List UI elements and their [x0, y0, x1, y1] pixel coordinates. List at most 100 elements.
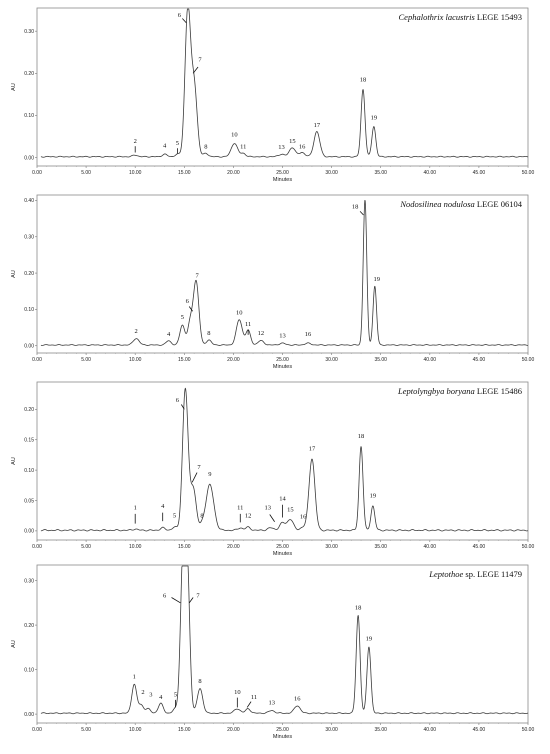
- x-tick-label: 5.00: [81, 727, 91, 733]
- chromatogram-trace: [40, 565, 529, 715]
- x-tick-label: 20.00: [227, 357, 240, 363]
- peak-label: 11: [245, 321, 251, 328]
- peak-label: 1: [134, 505, 137, 512]
- peak-label: 19: [366, 636, 373, 643]
- x-axis-title: Minutes: [273, 177, 293, 183]
- y-axis-title: AU: [11, 640, 17, 648]
- peak-label: 13: [278, 144, 285, 151]
- peak-label: 8: [200, 513, 203, 520]
- x-tick-label: 35.00: [374, 544, 387, 550]
- peak-marker: [192, 66, 199, 74]
- x-tick-label: 30.00: [325, 544, 338, 550]
- chromatogram-trace: [40, 387, 529, 532]
- x-tick-label: 25.00: [276, 170, 289, 176]
- x-tick-label: 45.00: [473, 544, 486, 550]
- x-tick-label: 10.00: [129, 544, 142, 550]
- x-axis-title: Minutes: [273, 551, 293, 557]
- peak-label: 1: [133, 673, 136, 680]
- panel-title-strain: LEGE 15493: [477, 12, 522, 22]
- panel-title-species: Cephalothrix lacustris: [399, 12, 477, 22]
- y-tick-label: 0.00: [24, 529, 34, 535]
- peak-marker: [191, 472, 198, 483]
- x-tick-label: 40.00: [424, 727, 437, 733]
- chromatogram-trace: [40, 8, 529, 158]
- x-tick-label: 45.00: [473, 357, 486, 363]
- plot-frame: [36, 194, 529, 354]
- x-tick-label: 15.00: [178, 357, 191, 363]
- x-tick-label: 10.00: [129, 170, 142, 176]
- x-tick-label: 50.00: [522, 727, 535, 733]
- x-tick-label: 25.00: [276, 544, 289, 550]
- x-tick-label: 45.00: [473, 170, 486, 176]
- peak-label: 19: [371, 115, 378, 122]
- chart-panel-2: 0.00 5.00 10.00 15.00 20.00 25.00 30.00 35.00 40…: [11, 194, 534, 370]
- peak-marker: [182, 18, 187, 24]
- x-tick-label: 5.00: [81, 357, 91, 363]
- y-tick-label: 0.30: [24, 578, 34, 584]
- peak-label: 4: [161, 503, 165, 510]
- peak-label: 15: [287, 506, 294, 513]
- chart-panel-1: 0.00 5.00 10.00 15.00 20.00 25.00 30.00 35.00 40…: [11, 7, 535, 183]
- peak-label: 2: [135, 328, 138, 335]
- x-tick-label: 20.00: [227, 727, 240, 733]
- peak-label: 8: [198, 678, 201, 685]
- panel-title-species: Nodosilinea nodulosa: [399, 199, 477, 209]
- peak-label: 5: [173, 513, 176, 520]
- x-tick-label: 30.00: [325, 170, 338, 176]
- peak-label: 6: [176, 397, 180, 404]
- x-axis-title: Minutes: [273, 364, 293, 370]
- peak-label: 5: [174, 691, 177, 698]
- x-tick-label: 30.00: [325, 357, 338, 363]
- peak-label: 16: [294, 696, 301, 703]
- peak-label: 12: [258, 330, 265, 337]
- x-tick-label: 10.00: [129, 727, 142, 733]
- peak-label: 17: [309, 446, 316, 453]
- peak-label: 6: [178, 12, 182, 19]
- y-tick-label: 0.30: [24, 29, 34, 35]
- peak-label: 18: [360, 77, 367, 84]
- peak-label: 7: [198, 57, 202, 64]
- x-tick-label: 50.00: [522, 170, 535, 176]
- peak-label: 12: [245, 513, 252, 520]
- x-tick-label: 15.00: [178, 170, 191, 176]
- peak-label: 18: [358, 433, 365, 440]
- peak-label: 6: [163, 592, 167, 599]
- peak-label: 3: [149, 691, 152, 698]
- y-tick-label: 0.00: [24, 344, 34, 350]
- x-tick-label: 40.00: [424, 170, 437, 176]
- peak-label: 15: [289, 138, 296, 145]
- x-tick-label: 5.00: [81, 170, 91, 176]
- peak-marker: [246, 701, 252, 708]
- x-tick-label: 35.00: [374, 357, 387, 363]
- y-axis-title: AU: [11, 83, 17, 91]
- x-tick-label: 40.00: [424, 544, 437, 550]
- x-tick-label: 45.00: [473, 727, 486, 733]
- x-tick-label: 40.00: [424, 357, 437, 363]
- x-tick-label: 5.00: [81, 544, 91, 550]
- peak-label: 13: [265, 505, 272, 512]
- plot-frame: [36, 564, 529, 724]
- y-tick-label: 0.15: [24, 438, 34, 444]
- y-tick-label: 0.05: [24, 498, 34, 504]
- x-tick-label: 20.00: [227, 544, 240, 550]
- peak-label: 17: [314, 122, 321, 129]
- x-tick-label: 20.00: [227, 170, 240, 176]
- x-tick-label: 0.00: [32, 544, 42, 550]
- peak-label: 16: [299, 143, 306, 150]
- x-tick-label: 0.00: [32, 727, 42, 733]
- y-tick-label: 0.10: [24, 468, 34, 474]
- peak-label: 8: [207, 330, 210, 337]
- y-tick-label: 0.40: [24, 198, 34, 204]
- x-tick-label: 15.00: [178, 544, 191, 550]
- y-tick-label: 0.10: [24, 667, 34, 673]
- x-axis-title: Minutes: [273, 734, 293, 740]
- peak-label: 10: [234, 689, 241, 696]
- peak-label: 10: [231, 132, 238, 139]
- peak-marker: [188, 597, 194, 604]
- x-tick-label: 0.00: [32, 170, 42, 176]
- x-tick-label: 10.00: [129, 357, 142, 363]
- peak-label: 2: [141, 689, 144, 696]
- peak-label: 4: [159, 694, 163, 701]
- x-tick-label: 35.00: [374, 727, 387, 733]
